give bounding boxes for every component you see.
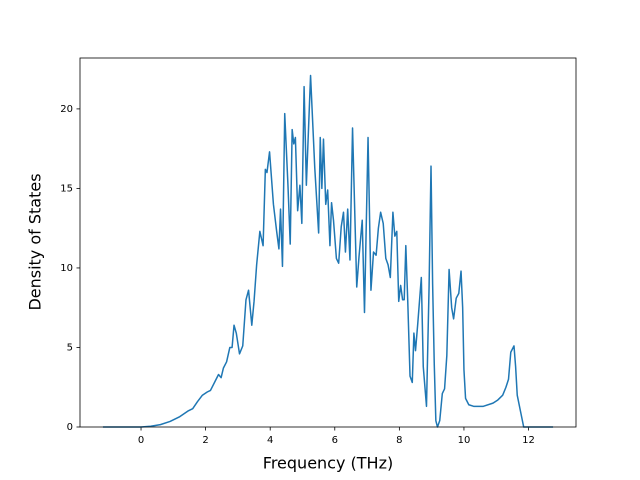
x-tick-label: 12: [522, 435, 535, 446]
x-tick-label: 8: [396, 435, 402, 446]
y-tick-label: 15: [60, 183, 73, 194]
x-tick-label: 2: [202, 435, 208, 446]
x-axis-label: Frequency (THz): [263, 454, 393, 473]
x-tick-label: 10: [458, 435, 471, 446]
x-tick-label: 4: [267, 435, 273, 446]
y-tick-label: 0: [67, 422, 73, 433]
y-tick-label: 5: [67, 342, 73, 353]
line: [102, 74, 554, 428]
y-axis-label: Density of States: [26, 173, 45, 310]
x-tick-label: 0: [138, 435, 144, 446]
plot-frame: [79, 57, 577, 428]
y-tick-label: 20: [60, 104, 73, 115]
y-tick-label: 10: [60, 263, 73, 274]
x-tick-label: 6: [332, 435, 338, 446]
